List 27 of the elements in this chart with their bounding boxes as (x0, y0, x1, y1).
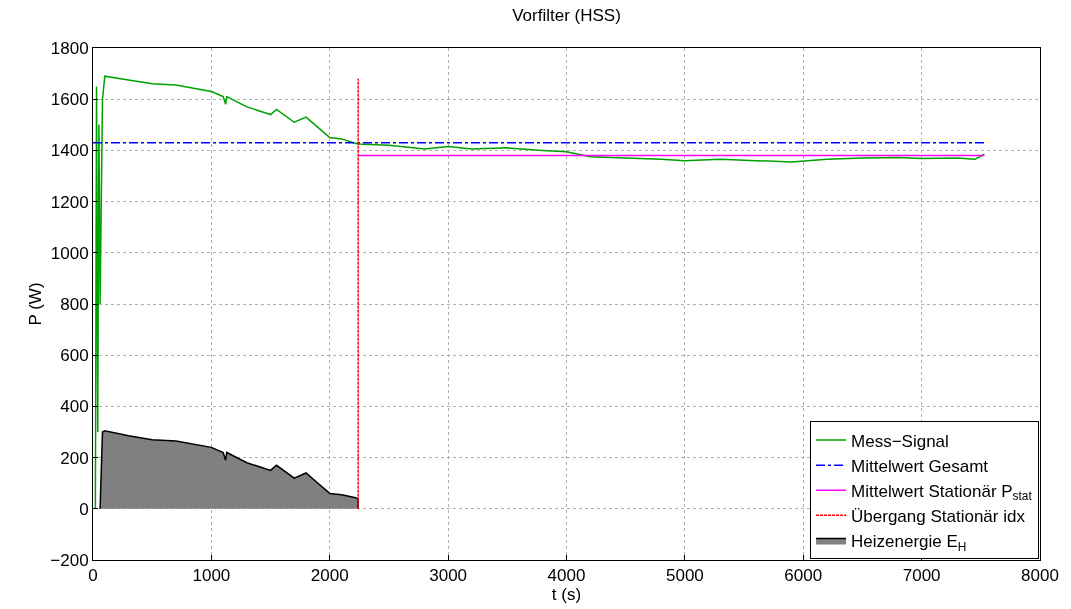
y-tick-label: 1600 (50, 90, 89, 110)
x-tick-label: 5000 (665, 566, 704, 586)
y-tick-label: 0 (79, 499, 89, 519)
legend-label: Heizenergie E$_{H}$ (851, 532, 967, 554)
legend-label: Übergang Stationär idx (851, 506, 1026, 526)
legend-label: Mittelwert Stationär P$_{stat}$ (851, 481, 1033, 504)
y-tick-label: 200 (60, 448, 89, 468)
y-tick-label: 1400 (50, 141, 89, 161)
x-tick-label: 6000 (784, 566, 823, 586)
x-tick-label: 7000 (902, 566, 941, 586)
y-tick-label: 800 (60, 294, 89, 314)
x-tick-label: 1000 (192, 566, 231, 586)
legend-label: Mess−Signal (851, 431, 949, 451)
x-tick-label: 8000 (1021, 566, 1059, 586)
y-tick-label: 1800 (50, 38, 89, 58)
x-tick-label: 4000 (547, 566, 586, 586)
y-tick-label: 1000 (50, 243, 89, 263)
y-tick-label: 400 (60, 397, 89, 417)
chart-title: Vorfilter (HSS) (512, 6, 621, 26)
legend-label: Mittelwert Gesamt (851, 456, 989, 476)
y-tick-label: 600 (60, 346, 89, 366)
y-tick-label: 1200 (50, 192, 89, 212)
x-tick-label: 2000 (310, 566, 349, 586)
x-tick-label: 3000 (429, 566, 468, 586)
y-tick-label: −200 (50, 550, 89, 570)
x-axis-title: t (s) (551, 585, 582, 605)
y-axis-title: P (W) (25, 282, 45, 326)
